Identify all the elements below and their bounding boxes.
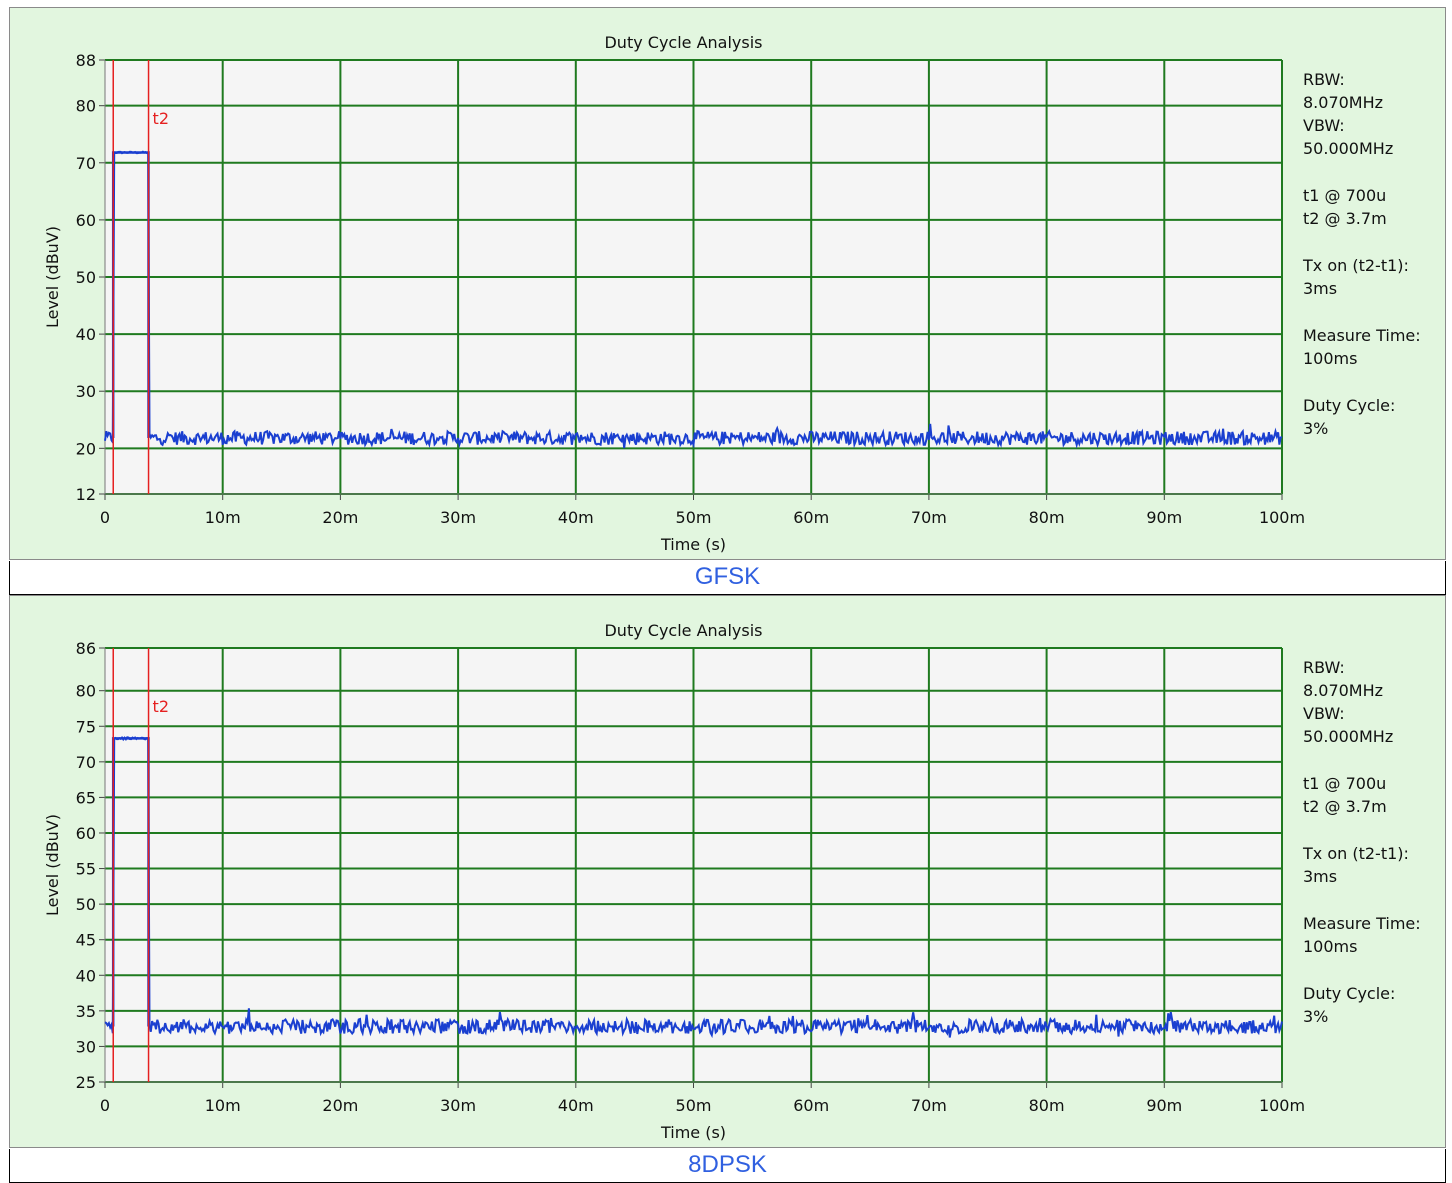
signal-trace (104, 735, 1283, 1039)
info-line: 3% (1303, 419, 1329, 438)
x-tick-label: 70m (911, 508, 947, 527)
x-tick-label: 20m (322, 1096, 358, 1115)
chart-title: Duty Cycle Analysis (604, 33, 762, 52)
info-line: Duty Cycle: (1303, 984, 1396, 1003)
info-line: 3ms (1303, 867, 1338, 886)
y-tick-label: 70 (76, 753, 96, 772)
y-axis-label: Level (dBuV) (43, 814, 62, 916)
info-line: VBW: (1303, 116, 1345, 135)
x-tick-label: 30m (440, 1096, 476, 1115)
info-spacer (1303, 958, 1443, 982)
x-tick-label: 80m (1029, 508, 1065, 527)
info-spacer (1303, 888, 1443, 912)
info-line: 100ms (1303, 349, 1358, 368)
info-line: 8.070MHz (1303, 93, 1384, 112)
measurement-info-panel: RBW: 8.070MHz VBW: 50.000MHz t1 @ 700u t2 @ 3… (1303, 68, 1443, 440)
x-tick-label: 20m (322, 508, 358, 527)
info-line: RBW: (1303, 658, 1345, 677)
y-tick-label: 55 (76, 860, 96, 879)
y-tick-label: 80 (76, 682, 96, 701)
y-tick-label: 25 (76, 1073, 96, 1092)
x-tick-label: 0 (100, 508, 110, 527)
y-tick-label: 65 (76, 788, 96, 807)
info-line: Measure Time: (1303, 326, 1421, 345)
x-tick-label: 50m (676, 508, 712, 527)
y-axis-label: Level (dBuV) (43, 226, 62, 328)
y-tick-label: 20 (76, 439, 96, 458)
info-spacer (1303, 748, 1443, 772)
y-tick-label: 50 (76, 895, 96, 914)
info-line: 50.000MHz (1303, 727, 1394, 746)
y-tick-label: 75 (76, 717, 96, 736)
info-line: t2 @ 3.7m (1303, 797, 1387, 816)
x-tick-label: 10m (205, 1096, 241, 1115)
x-tick-label: 40m (558, 1096, 594, 1115)
x-tick-label: 30m (440, 508, 476, 527)
y-tick-label: 45 (76, 931, 96, 950)
x-tick-label: 90m (1146, 508, 1182, 527)
info-line: 100ms (1303, 937, 1358, 956)
info-spacer (1303, 230, 1443, 254)
x-tick-label: 90m (1146, 1096, 1182, 1115)
info-line: Tx on (t2-t1): (1303, 256, 1409, 275)
info-line: Duty Cycle: (1303, 396, 1396, 415)
x-tick-label: 60m (793, 508, 829, 527)
x-axis-label: Time (s) (660, 1123, 726, 1142)
x-tick-label: 100m (1259, 1096, 1305, 1115)
info-line: 3ms (1303, 279, 1338, 298)
x-tick-label: 80m (1029, 1096, 1065, 1115)
y-tick-label: 40 (76, 966, 96, 985)
measurement-info-panel: RBW: 8.070MHz VBW: 50.000MHz t1 @ 700u t2 @ 3… (1303, 656, 1443, 1028)
x-tick-label: 40m (558, 508, 594, 527)
info-line: Measure Time: (1303, 914, 1421, 933)
info-line: 8.070MHz (1303, 681, 1384, 700)
x-tick-label: 70m (911, 1096, 947, 1115)
info-line: t1 @ 700u (1303, 186, 1387, 205)
info-spacer (1303, 300, 1443, 324)
info-line: 50.000MHz (1303, 139, 1394, 158)
y-tick-label: 30 (76, 382, 96, 401)
y-tick-label: 60 (76, 824, 96, 843)
info-line: VBW: (1303, 704, 1345, 723)
x-tick-label: 100m (1259, 508, 1305, 527)
duty-cycle-chart-gfsk: Duty Cycle Analysis 0 10m 20m 30m 40m 50m 60m 70… (43, 33, 1305, 554)
y-tick-label: 40 (76, 325, 96, 344)
y-tick-label: 60 (76, 211, 96, 230)
chart-caption-gfsk: GFSK (9, 561, 1446, 595)
y-tick-label: 30 (76, 1037, 96, 1056)
info-line: Tx on (t2-t1): (1303, 844, 1409, 863)
x-tick-label: 60m (793, 1096, 829, 1115)
x-axis-label: Time (s) (660, 535, 726, 554)
chart-caption-8dpsk: 8DPSK (9, 1149, 1446, 1183)
chart-title: Duty Cycle Analysis (604, 621, 762, 640)
info-line: RBW: (1303, 70, 1345, 89)
x-tick-label: 0 (100, 1096, 110, 1115)
info-spacer (1303, 818, 1443, 842)
y-tick-label: 86 (76, 639, 96, 658)
chart-panel-gfsk: Duty Cycle Analysis 0 10m 20m 30m 40m 50m 60m 70… (9, 7, 1446, 560)
signal-trace (104, 150, 1283, 449)
y-tick-label: 70 (76, 154, 96, 173)
time-marker-label: t2 (153, 109, 169, 128)
info-spacer (1303, 160, 1443, 184)
info-line: t2 @ 3.7m (1303, 209, 1387, 228)
y-tick-label: 88 (76, 51, 96, 70)
x-tick-label: 50m (676, 1096, 712, 1115)
info-line: t1 @ 700u (1303, 774, 1387, 793)
info-line: 3% (1303, 1007, 1329, 1026)
y-tick-label: 12 (76, 485, 96, 504)
y-tick-label: 50 (76, 268, 96, 287)
info-spacer (1303, 370, 1443, 394)
chart-panel-8dpsk: Duty Cycle Analysis 0 10m 20m 30m 40m 50m 60m 70… (9, 595, 1446, 1148)
y-tick-label: 80 (76, 97, 96, 116)
time-marker-label: t2 (153, 697, 169, 716)
duty-cycle-chart-8dpsk: Duty Cycle Analysis 0 10m 20m 30m 40m 50m 60m 70… (43, 621, 1305, 1142)
x-tick-label: 10m (205, 508, 241, 527)
y-tick-label: 35 (76, 1002, 96, 1021)
